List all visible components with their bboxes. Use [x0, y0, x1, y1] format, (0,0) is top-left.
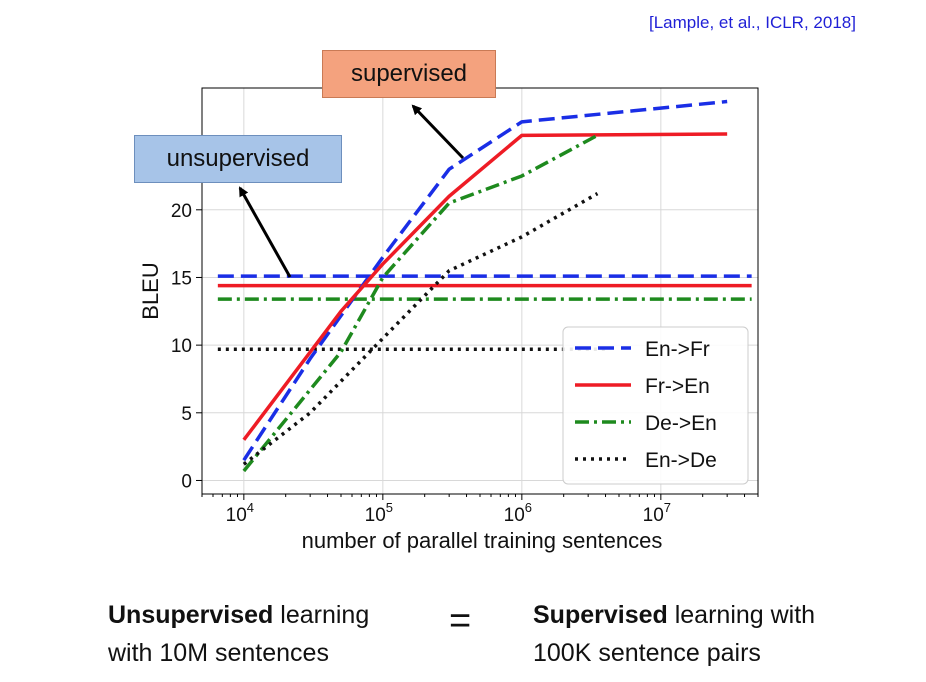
supervised-arrow: [411, 104, 465, 160]
unsupervised-line2: with 10M sentences: [108, 639, 329, 667]
x-tick-label: 106: [504, 500, 532, 526]
legend-label: En->Fr: [645, 338, 710, 361]
y-tick-label: 15: [171, 268, 192, 289]
supervised-callout: supervised: [322, 50, 496, 98]
callout-arrows: [238, 104, 465, 278]
equals-sign: =: [449, 600, 472, 642]
legend-label: En->De: [645, 449, 717, 472]
supervised-rest: learning with: [667, 601, 816, 629]
plot-lines: [217, 99, 752, 473]
y-tick-label: 5: [181, 404, 192, 425]
x-tick-label: 107: [643, 500, 671, 526]
legend-label: De->En: [645, 412, 717, 435]
unsupervised-callout: unsupervised: [134, 135, 342, 183]
citation: [Lample, et al., ICLR, 2018]: [649, 13, 856, 32]
x-tick-label: 105: [365, 500, 393, 526]
y-tick-label: 20: [171, 201, 192, 222]
legend-box: [562, 326, 749, 485]
series-de-en: [242, 133, 599, 473]
legend: En->Fr Fr->En De->En En->De: [562, 326, 749, 485]
unsupervised-summary: Unsupervised learning with 10M sentences: [108, 596, 369, 672]
supervised-bold: Supervised: [533, 601, 668, 629]
legend-label: Fr->En: [645, 375, 710, 398]
y-tick-label: 10: [171, 336, 192, 357]
supervised-line2: 100K sentence pairs: [533, 639, 761, 667]
supervised-summary: Supervised learning with 100K sentence p…: [533, 596, 815, 672]
x-axis-label: number of parallel training sentences: [302, 528, 663, 553]
series-fr-en: [242, 132, 728, 441]
unsupervised-arrow: [238, 186, 292, 278]
y-axis-label: BLEU: [138, 262, 163, 319]
ticks: 0 5 10 15 20 104 105 106 107: [171, 201, 759, 526]
unsupervised-bold: Unsupervised: [108, 601, 274, 629]
unsupervised-rest: learning: [273, 601, 370, 629]
y-tick-label: 0: [181, 471, 192, 492]
series-en-fr: [242, 99, 728, 462]
x-tick-label: 104: [226, 500, 254, 526]
series-en-de: [242, 192, 599, 466]
